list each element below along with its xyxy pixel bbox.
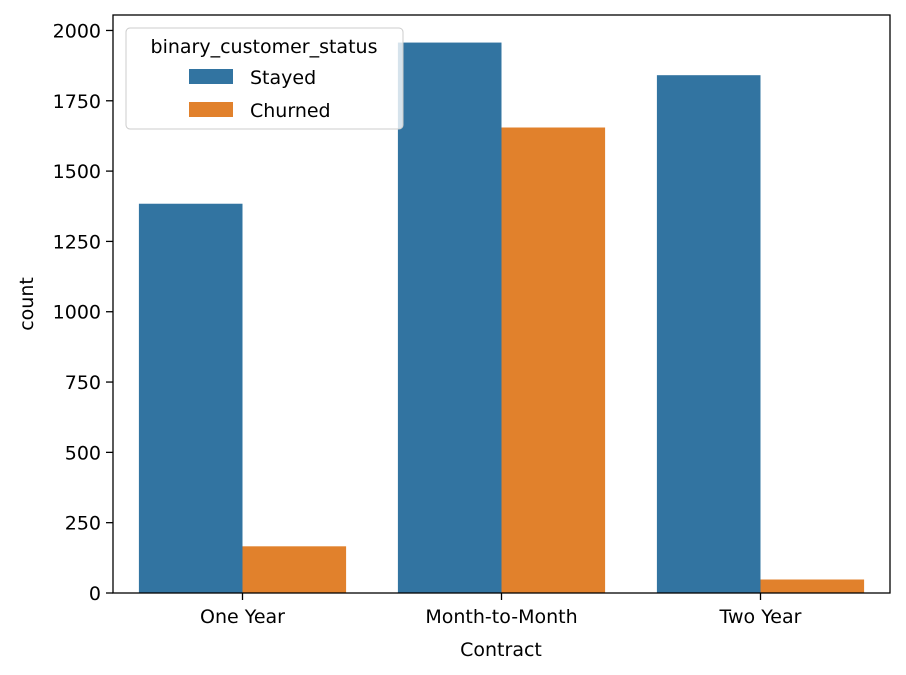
legend-label-stayed: Stayed bbox=[250, 67, 316, 89]
x-axis-label: Contract bbox=[460, 639, 542, 661]
bars-layer bbox=[138, 42, 865, 594]
x-axis-ticks: One Year Month-to-Month Two Year bbox=[200, 593, 802, 628]
y-tick-label: 2000 bbox=[53, 20, 101, 42]
y-tick-label: 1250 bbox=[53, 231, 101, 253]
bar-stayed-month-to-month bbox=[397, 42, 502, 594]
bar-churned-month-to-month bbox=[501, 127, 606, 594]
y-axis-ticks: 0 250 500 750 1000 1250 1500 1750 2000 bbox=[53, 20, 113, 605]
y-tick-label: 1000 bbox=[53, 302, 101, 324]
legend-swatch-stayed bbox=[189, 69, 233, 84]
y-axis-label: count bbox=[16, 277, 38, 331]
x-tick-label: One Year bbox=[200, 606, 285, 628]
legend-title: binary_customer_status bbox=[151, 36, 378, 58]
y-tick-label: 250 bbox=[65, 513, 101, 535]
y-tick-label: 750 bbox=[65, 372, 101, 394]
legend-swatch-churned bbox=[189, 102, 233, 117]
bar-stayed-one-year bbox=[138, 203, 243, 594]
y-tick-label: 500 bbox=[65, 442, 101, 464]
legend-label-churned: Churned bbox=[250, 100, 331, 122]
x-tick-label: Month-to-Month bbox=[425, 606, 577, 628]
y-tick-label: 1750 bbox=[53, 91, 101, 113]
y-tick-label: 0 bbox=[89, 583, 101, 605]
x-tick-label: Two Year bbox=[719, 606, 802, 628]
legend: binary_customer_status Stayed Churned bbox=[125, 27, 404, 130]
y-tick-label: 1500 bbox=[53, 161, 101, 183]
bar-stayed-two-year bbox=[656, 75, 761, 594]
bar-churned-one-year bbox=[242, 546, 347, 593]
bar-churned-two-year bbox=[760, 579, 865, 593]
